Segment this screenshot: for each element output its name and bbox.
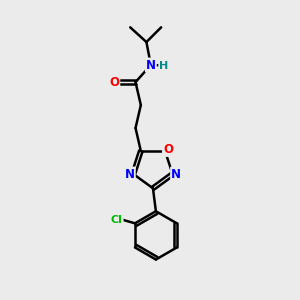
Text: H: H: [159, 61, 168, 70]
Text: N: N: [171, 167, 181, 181]
Text: O: O: [163, 143, 173, 156]
Text: N: N: [125, 167, 135, 181]
Text: N: N: [146, 58, 156, 71]
Text: O: O: [109, 76, 119, 88]
Text: Cl: Cl: [111, 215, 123, 225]
